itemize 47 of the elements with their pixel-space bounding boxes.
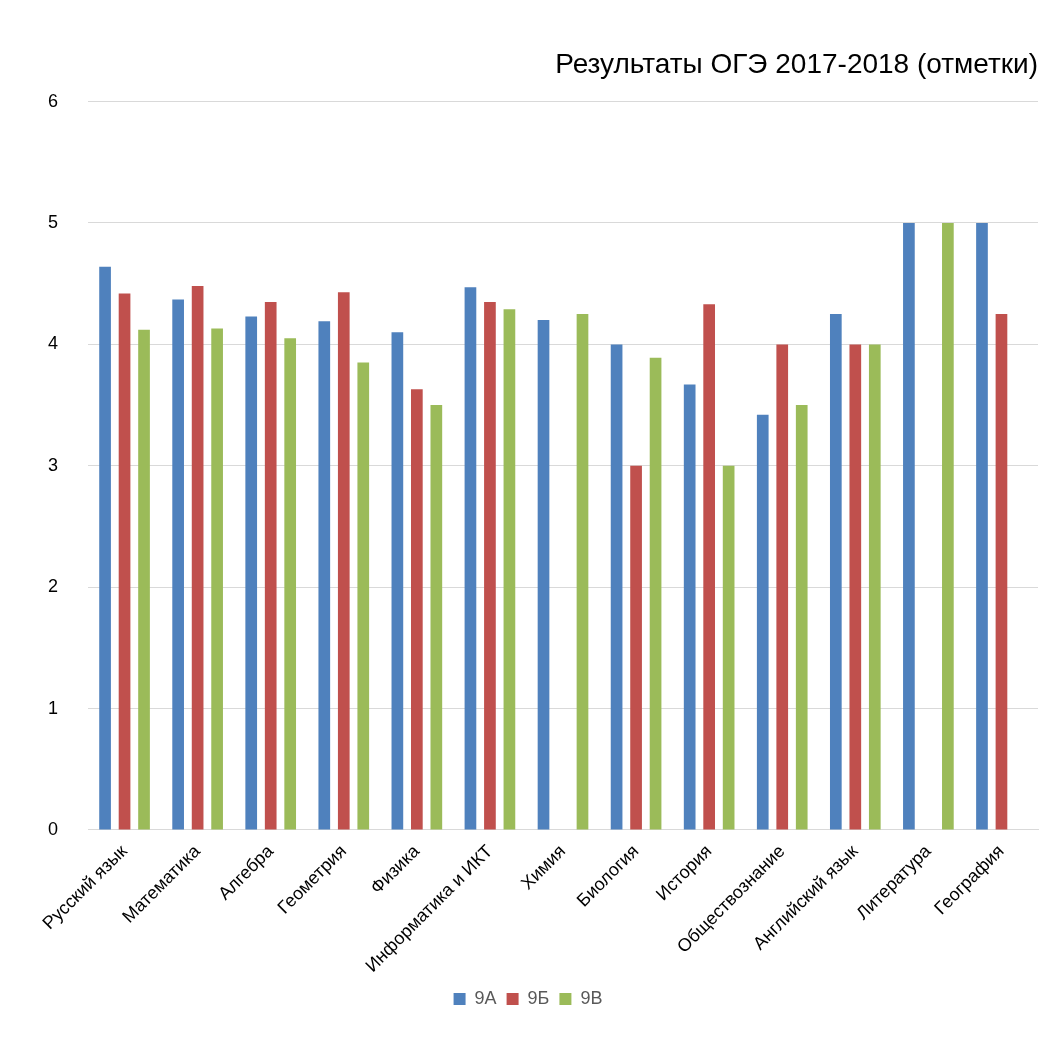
bar xyxy=(430,405,443,830)
bar xyxy=(284,338,297,830)
bar xyxy=(337,292,350,830)
bar xyxy=(391,332,404,830)
bar xyxy=(99,266,111,830)
bar xyxy=(537,320,550,830)
bar xyxy=(849,344,862,830)
bar xyxy=(795,405,808,830)
bar xyxy=(776,344,789,830)
bar xyxy=(722,465,735,830)
bar xyxy=(649,357,662,830)
bar xyxy=(610,344,623,830)
bar xyxy=(138,329,150,830)
bar xyxy=(576,314,589,830)
legend-label: 9Б xyxy=(527,987,550,1008)
y-tick-label: 1 xyxy=(48,697,59,718)
bar xyxy=(245,316,258,830)
bar xyxy=(118,293,131,830)
bar xyxy=(630,465,642,830)
bar xyxy=(464,287,477,830)
bar xyxy=(976,223,988,830)
y-tick-label: 2 xyxy=(48,576,59,597)
bar xyxy=(172,299,184,830)
y-tick-label: 5 xyxy=(48,211,59,232)
bar xyxy=(868,344,881,830)
bar xyxy=(683,384,696,830)
bar xyxy=(503,309,516,830)
bar xyxy=(703,304,715,830)
bar xyxy=(995,314,1008,830)
bar xyxy=(484,301,496,830)
bar xyxy=(264,301,277,830)
bar xyxy=(411,389,423,830)
legend-label: 9А xyxy=(474,987,497,1008)
bar xyxy=(942,223,954,830)
bar xyxy=(756,414,769,830)
bar xyxy=(903,223,915,830)
y-tick-label: 4 xyxy=(48,333,59,354)
chart-title: Результаты ОГЭ 2017-2018 (отметки) xyxy=(555,47,1038,79)
bar xyxy=(318,321,331,830)
bar xyxy=(211,328,223,830)
bar xyxy=(829,314,842,830)
legend-label: 9В xyxy=(580,987,603,1008)
y-tick-label: 3 xyxy=(48,454,59,475)
y-tick-label: 0 xyxy=(48,818,59,839)
y-tick-label: 6 xyxy=(48,90,59,111)
bar xyxy=(191,286,204,830)
bar xyxy=(357,362,370,830)
